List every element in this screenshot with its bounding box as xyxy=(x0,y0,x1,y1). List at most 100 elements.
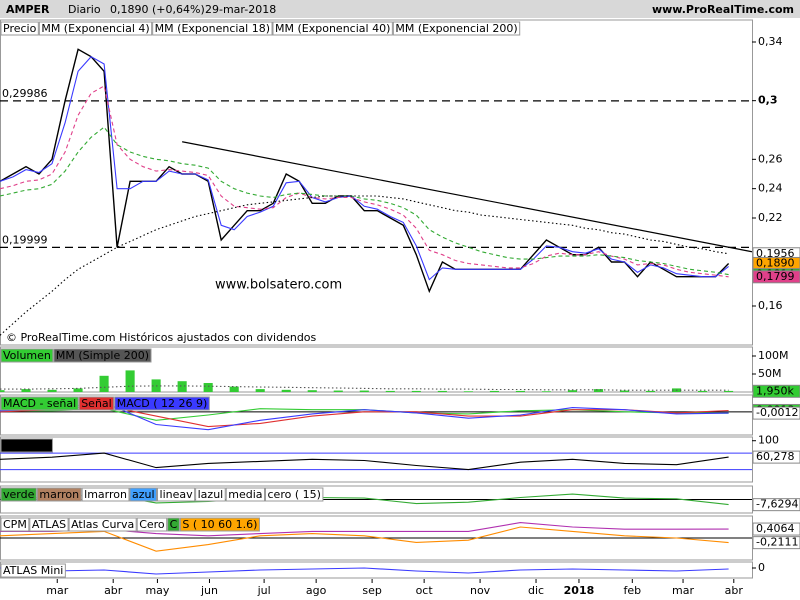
legend-label: Atlas Curva xyxy=(71,518,134,531)
last-value-box xyxy=(752,384,800,398)
date: 29-mar-2018 xyxy=(205,3,276,16)
x-tick-label: nov xyxy=(470,584,491,597)
legend-label: marron xyxy=(39,488,79,501)
x-tick-label: mar xyxy=(672,584,694,597)
series-line xyxy=(0,385,729,391)
legend-label: S ( 10 60 1.6) xyxy=(182,518,257,531)
legend-box xyxy=(53,348,152,363)
legend-box xyxy=(114,396,210,411)
x-tick-label: jun xyxy=(200,584,218,597)
x-tick-label: 2018 xyxy=(564,584,595,597)
volume-bar xyxy=(0,390,5,392)
series-line xyxy=(0,195,729,336)
legend-box xyxy=(0,487,37,502)
volume-bar xyxy=(47,389,57,392)
volume-bar xyxy=(645,390,656,392)
legend-box xyxy=(392,21,521,36)
volume-bar xyxy=(307,390,317,392)
legend-box xyxy=(38,21,153,36)
x-tick-label: abr xyxy=(104,584,123,597)
support-label: 0,19999 xyxy=(2,233,48,246)
volume-bar xyxy=(411,390,421,392)
legend-label: Cero xyxy=(139,518,165,531)
legend-label: lmarron xyxy=(84,488,127,501)
period: Diario xyxy=(68,3,101,16)
legend-label: ATLAS Mini xyxy=(3,564,63,577)
volume-bar xyxy=(333,390,343,392)
last-value-box xyxy=(752,270,800,284)
last-value-box xyxy=(752,406,800,420)
volume-bar xyxy=(281,389,291,392)
legend-box xyxy=(265,487,324,502)
legend-box xyxy=(129,487,158,502)
series-line xyxy=(0,126,729,276)
volume-bar xyxy=(177,381,187,392)
legend-box xyxy=(152,21,273,36)
volume-bar xyxy=(255,389,265,392)
legend-box xyxy=(272,21,393,36)
symbol: AMPER xyxy=(6,3,50,16)
legend-label: verde xyxy=(3,488,35,501)
volume-bar xyxy=(73,388,83,392)
legend-box xyxy=(179,517,260,532)
volume-bar xyxy=(99,375,109,392)
x-tick-label: mar xyxy=(46,584,68,597)
last-value-box xyxy=(752,498,800,512)
trend-line xyxy=(182,141,753,253)
legend-box xyxy=(0,348,54,363)
legend-box xyxy=(36,487,82,502)
legend-label: Volumen xyxy=(3,349,51,362)
series-line xyxy=(0,567,729,575)
volume-bar xyxy=(593,389,604,392)
volume-bar xyxy=(125,370,135,392)
volume-bar xyxy=(463,391,473,392)
x-tick-label: may xyxy=(145,584,169,597)
volume-bar xyxy=(515,390,525,392)
x-tick-label: abr xyxy=(725,584,744,597)
legend-box xyxy=(29,517,69,532)
header-bar xyxy=(0,0,800,18)
volume-bar xyxy=(698,390,708,392)
legend-label: MM (Exponencial 4) xyxy=(41,22,149,35)
x-tick-label: dic xyxy=(528,584,544,597)
y-tick-label: 0,22 xyxy=(758,211,783,224)
x-tick-label: oct xyxy=(416,584,434,597)
volume-bar xyxy=(203,383,213,392)
last-value-label: -0,0012 xyxy=(756,406,798,419)
volume-bar xyxy=(21,389,31,392)
price: 0,1890 (+0,64%) xyxy=(110,3,205,16)
y-tick-label: 0,24 xyxy=(758,182,783,195)
y-tick-label: 0,34 xyxy=(758,35,783,48)
series-line xyxy=(0,48,730,294)
volume-bar xyxy=(724,390,734,392)
legend-label: ATLAS xyxy=(32,518,66,531)
last-value-label: 60,278 xyxy=(756,450,795,463)
last-value-box xyxy=(752,536,800,550)
legend-label: MACD ( 12 26 9) xyxy=(117,397,208,410)
last-value-box xyxy=(752,450,800,464)
series-line xyxy=(0,56,729,281)
series-line xyxy=(0,526,729,552)
legend-label: MM (Exponencial 18) xyxy=(155,22,270,35)
legend-label: CPM xyxy=(3,518,27,531)
volume-bar xyxy=(567,390,578,392)
legend-label: lineav xyxy=(160,488,194,501)
last-value-label: 0,1890 xyxy=(756,256,795,269)
legend-label: media xyxy=(228,488,262,501)
series-line xyxy=(0,452,729,471)
legend-label: azul xyxy=(132,488,155,501)
volume-bar xyxy=(359,390,369,392)
volume-bar xyxy=(541,391,551,392)
last-value-label: 1,950k xyxy=(756,384,794,397)
last-value-label: -0,2111 xyxy=(756,536,798,549)
legend-label: MACD - señal xyxy=(3,397,76,410)
y-tick-label: 50M xyxy=(758,367,782,380)
footnote: © ProRealTime.com Históricos ajustados c… xyxy=(6,331,317,344)
legend-label: lazul xyxy=(198,488,224,501)
y-tick-label: 0 xyxy=(758,561,765,574)
y-tick-label: 100M xyxy=(758,349,789,362)
watermark: www.bolsatero.com xyxy=(215,278,342,293)
y-tick-label: 0,26 xyxy=(758,152,783,165)
panel-frame xyxy=(0,436,753,483)
legend-label: MM (Exponencial 40) xyxy=(275,22,390,35)
